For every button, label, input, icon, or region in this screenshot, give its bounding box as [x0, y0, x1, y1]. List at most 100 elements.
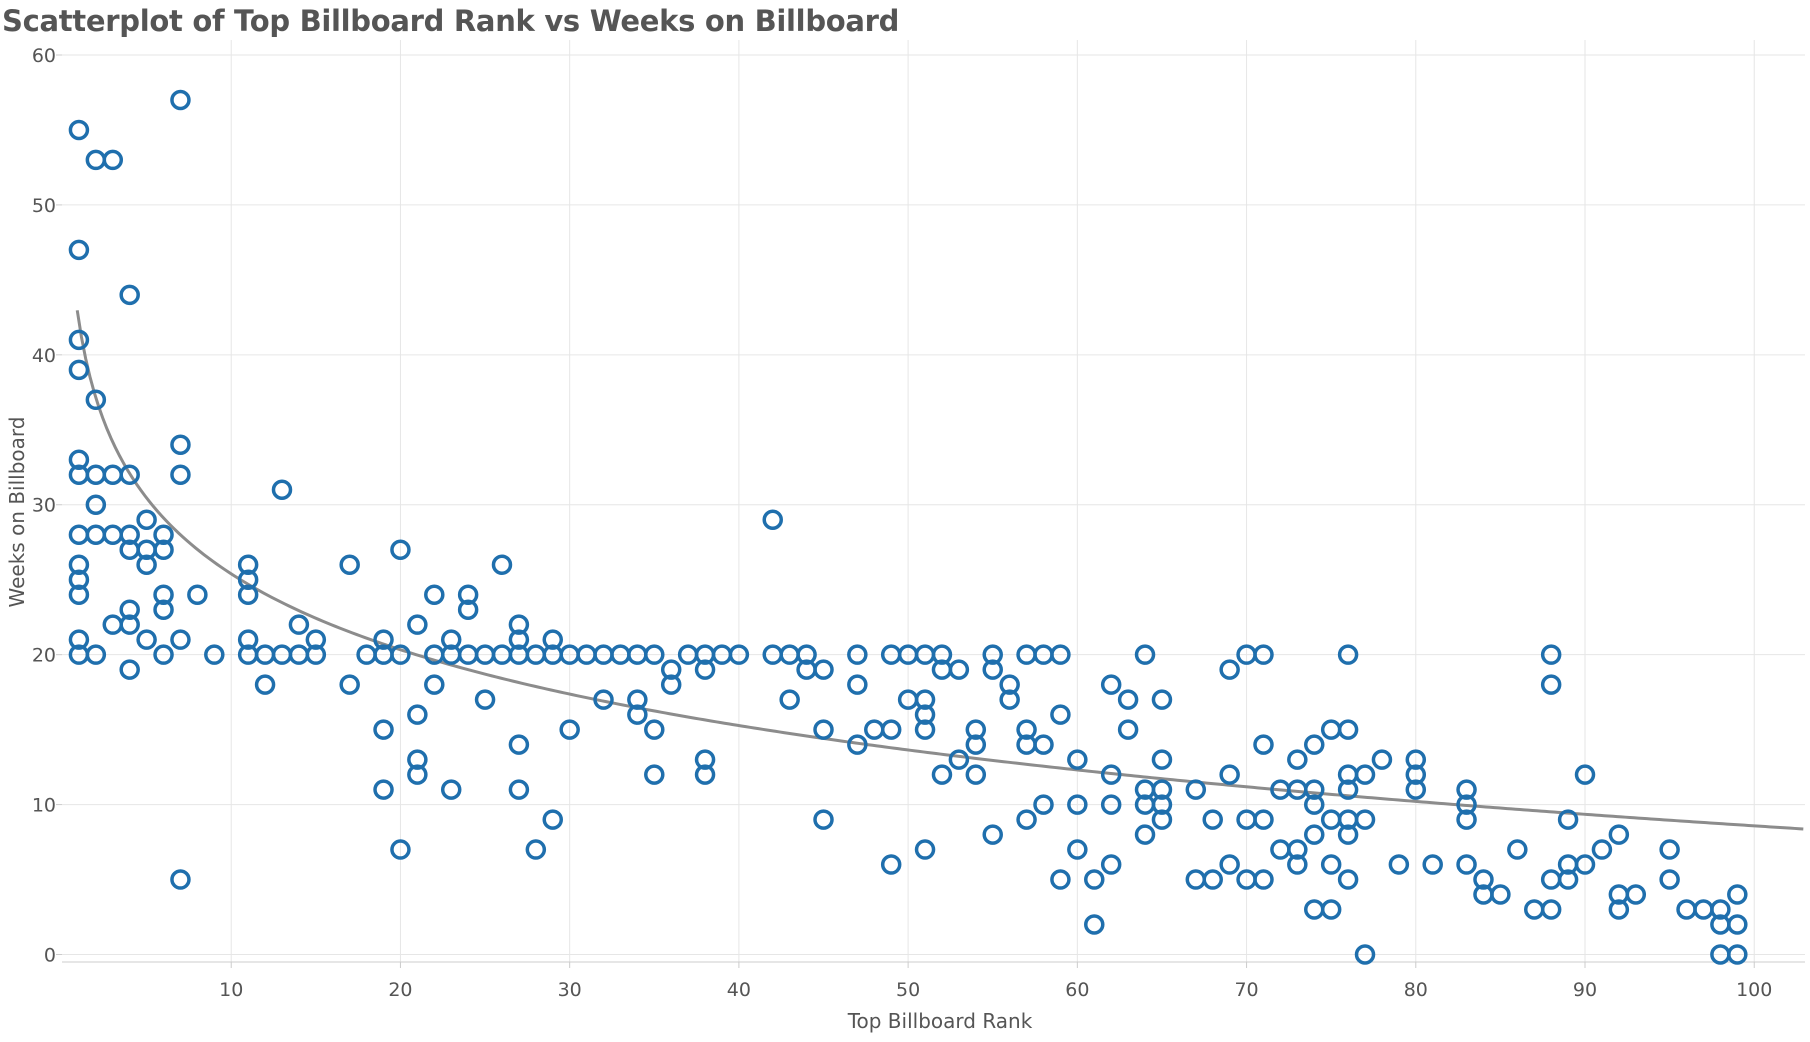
data-point: [1337, 719, 1359, 740]
data-point: [1202, 869, 1223, 890]
data-point: [1151, 809, 1173, 830]
data-point: [339, 554, 360, 575]
grid-lines: [62, 40, 1805, 962]
x-tick-label: 100: [1736, 979, 1772, 1001]
data-point: [1253, 869, 1274, 890]
data-point: [1320, 809, 1342, 830]
data-point: [1304, 779, 1325, 800]
data-point: [305, 644, 327, 665]
data-point: [1456, 854, 1477, 875]
x-tick-label: 50: [896, 979, 920, 1001]
data-point: [1185, 869, 1207, 890]
data-point: [119, 464, 140, 486]
data-point: [407, 764, 428, 785]
data-point: [1016, 719, 1037, 740]
data-point: [136, 554, 157, 575]
data-point: [948, 749, 970, 770]
data-point: [1574, 764, 1596, 785]
data-point: [965, 719, 987, 740]
data-point: [1388, 854, 1410, 875]
data-point: [1337, 824, 1359, 845]
data-point: [948, 659, 970, 680]
data-point: [694, 659, 716, 680]
data-point: [237, 569, 259, 590]
x-tick-label: 30: [558, 979, 582, 1001]
data-point: [694, 764, 716, 785]
data-point: [407, 614, 428, 635]
data-point: [1727, 914, 1748, 935]
data-point: [999, 689, 1020, 710]
data-point: [1422, 854, 1443, 875]
data-point: [1084, 869, 1105, 890]
data-point: [1033, 734, 1054, 755]
data-point: [424, 584, 445, 605]
data-point: [660, 674, 682, 695]
data-point: [68, 569, 90, 590]
data-point: [1540, 899, 1562, 920]
data-point: [237, 584, 259, 605]
data-point: [68, 554, 90, 575]
data-point: [1219, 854, 1240, 875]
data-point: [880, 854, 902, 875]
data-point: [170, 464, 191, 486]
data-point: [119, 614, 140, 635]
data-point: [1067, 749, 1088, 770]
data-point: [170, 629, 191, 650]
data-point: [85, 389, 107, 411]
data-point: [508, 629, 530, 650]
data-point: [796, 644, 817, 665]
data-point: [728, 644, 750, 665]
data-point: [1354, 944, 1376, 965]
data-point: [1253, 809, 1274, 830]
x-tick-label: 90: [1573, 979, 1597, 1001]
x-tick-label: 80: [1404, 979, 1428, 1001]
data-point: [1371, 749, 1393, 770]
data-point: [1320, 719, 1342, 740]
data-point: [1354, 809, 1376, 830]
data-point: [390, 644, 411, 665]
data-point: [1253, 644, 1274, 665]
data-point: [1676, 899, 1697, 920]
data-point: [1287, 839, 1308, 860]
data-point: [1659, 869, 1680, 890]
data-point: [1337, 644, 1359, 665]
data-point: [1320, 899, 1342, 920]
data-point: [1557, 809, 1579, 830]
x-tick-label: 20: [388, 979, 412, 1001]
data-point: [305, 629, 327, 650]
y-tick-label: 50: [32, 195, 56, 217]
data-point: [102, 524, 124, 545]
data-point: [68, 449, 90, 471]
data-point: [102, 464, 124, 486]
data-point: [204, 644, 225, 665]
data-point: [1304, 824, 1325, 845]
data-point: [1016, 809, 1037, 830]
data-point: [1050, 869, 1071, 890]
data-point: [457, 584, 479, 605]
data-point: [85, 524, 107, 545]
data-point: [914, 704, 936, 725]
data-point: [847, 644, 868, 665]
data-point: [593, 689, 614, 710]
x-tick-label: 40: [727, 979, 751, 1001]
data-point: [1540, 869, 1562, 890]
data-point: [153, 584, 174, 605]
data-point: [1100, 854, 1122, 875]
data-point: [136, 629, 157, 650]
data-point: [508, 614, 530, 635]
data-point: [1304, 794, 1325, 815]
data-point: [1270, 839, 1291, 860]
y-tick-label: 20: [32, 645, 56, 667]
data-point: [1693, 899, 1714, 920]
y-axis-title: Weeks on Billboard: [5, 417, 29, 608]
data-point: [153, 524, 174, 545]
chart-title: Scatterplot of Top Billboard Rank vs Wee…: [2, 4, 900, 38]
data-point: [1067, 794, 1088, 815]
data-point: [1337, 869, 1359, 890]
data-point: [339, 674, 360, 695]
data-point: [1151, 779, 1173, 800]
data-point: [457, 599, 479, 620]
data-point: [1591, 839, 1613, 860]
data-point: [982, 659, 1003, 680]
data-point: [644, 719, 665, 740]
